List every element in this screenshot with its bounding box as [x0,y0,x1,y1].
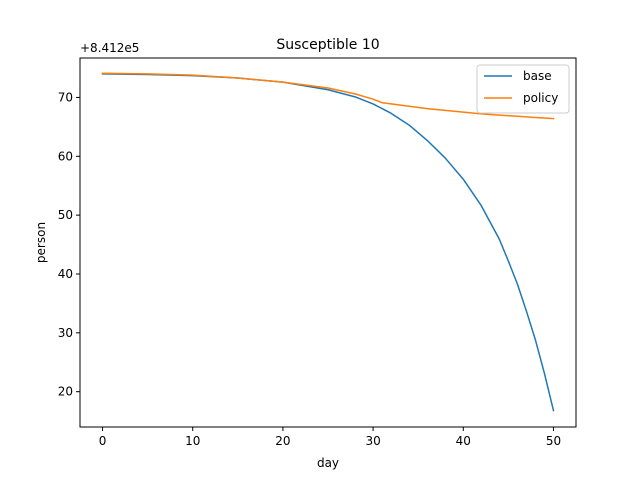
x-tick-label: 50 [546,434,561,448]
series-layer [101,72,555,412]
legend-label-base: base [523,69,552,83]
x-axis-ticks: 0 10 20 30 40 50 [99,427,561,448]
legend-label-policy: policy [523,91,558,105]
legend: base policy [476,64,570,114]
y-axis-label: person [34,222,48,263]
y-tick-label: 40 [58,267,73,281]
x-tick-label: 20 [275,434,290,448]
y-tick-label: 70 [58,90,73,104]
x-tick-label: 0 [99,434,107,448]
y-tick-label: 50 [58,208,73,222]
x-tick-label: 40 [456,434,471,448]
x-axis-label: day [317,456,339,470]
y-tick-label: 20 [58,385,73,399]
y-axis-offset-label: +8.412e5 [80,41,139,55]
series-line-policy [101,72,555,120]
legend-box [476,64,570,114]
y-tick-label: 30 [58,326,73,340]
x-tick-label: 30 [365,434,380,448]
y-tick-label: 60 [58,149,73,163]
chart-title: Susceptible 10 [276,37,379,53]
y-axis-ticks: 20 30 40 50 60 70 [58,90,80,399]
plot-area-frame [79,57,577,428]
x-tick-label: 10 [185,434,200,448]
